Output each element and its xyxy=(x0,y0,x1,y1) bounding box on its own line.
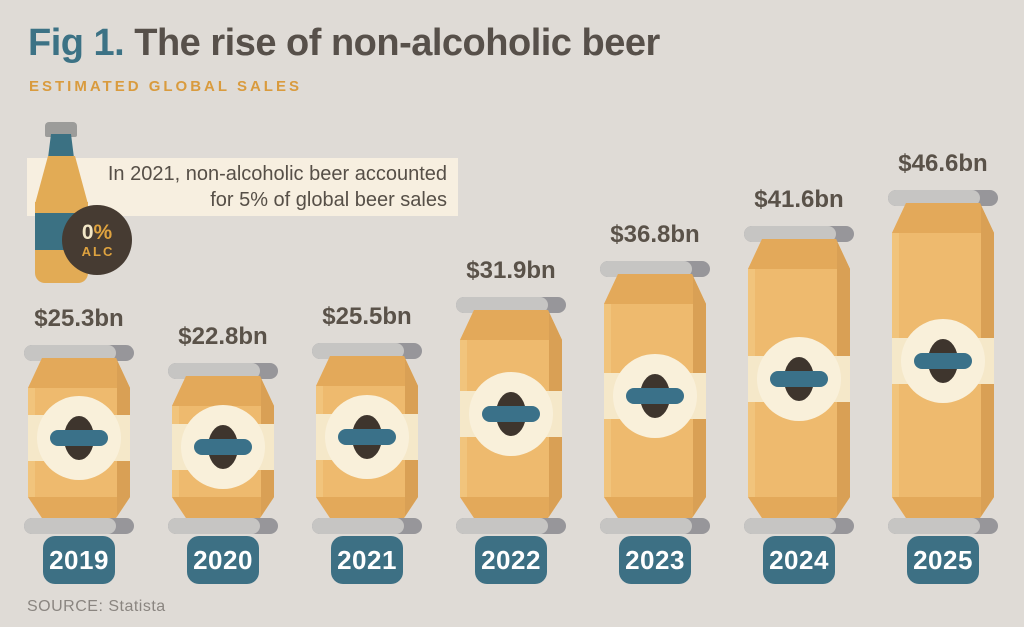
title-text: The rise of non-alcoholic beer xyxy=(134,22,660,64)
can-shade-bottom xyxy=(604,497,706,518)
year-badge: 2024 xyxy=(763,536,835,584)
year-badge: 2022 xyxy=(475,536,547,584)
value-label: $25.3bn xyxy=(34,305,124,332)
value-label: $22.8bn xyxy=(178,323,268,350)
hop-emblem-bar xyxy=(338,429,396,445)
can-shade-top xyxy=(604,274,706,304)
beer-can-column-2019: $25.3bn 2019 xyxy=(9,0,149,627)
hop-emblem-bar xyxy=(482,406,540,422)
can-bottom-lid xyxy=(24,518,134,534)
can-body xyxy=(28,358,130,518)
beer-can-column-2020: $22.8bn 2020 xyxy=(153,0,293,627)
beer-can-column-2024: $41.6bn 2024 xyxy=(729,0,869,627)
hop-emblem-bar xyxy=(914,353,972,369)
can-shade-top xyxy=(28,358,130,388)
can-bottom-lid xyxy=(168,518,278,534)
can-top-lid xyxy=(888,190,998,206)
page-title: Fig 1. The rise of non-alcoholic beer xyxy=(28,22,660,65)
value-label: $25.5bn xyxy=(322,303,412,330)
can-shade-top xyxy=(172,376,274,406)
can-shade-bottom xyxy=(748,497,850,518)
callout-line-2: for 5% of global beer sales xyxy=(210,189,447,211)
hop-emblem-bar xyxy=(626,388,684,404)
can-body xyxy=(748,239,850,518)
hop-emblem-bar xyxy=(194,439,252,455)
can-body xyxy=(460,310,562,518)
year-badge: 2025 xyxy=(907,536,979,584)
value-label: $31.9bn xyxy=(466,257,556,284)
can-top-lid xyxy=(744,226,854,242)
source-attribution: SOURCE: Statista xyxy=(27,598,166,615)
can-body xyxy=(172,376,274,518)
can-bottom-lid xyxy=(456,518,566,534)
can-shade-bottom xyxy=(316,497,418,518)
value-label: $41.6bn xyxy=(754,186,844,213)
can-top-lid xyxy=(168,363,278,379)
can-body xyxy=(892,203,994,518)
can-top-lid xyxy=(24,345,134,361)
zero-percent-text: 0% xyxy=(81,220,113,244)
bottle-neck-foil xyxy=(48,134,74,158)
can-shade-bottom xyxy=(28,497,130,518)
can-bottom-lid xyxy=(600,518,710,534)
value-label: $46.6bn xyxy=(898,150,988,177)
can-shade-top xyxy=(316,356,418,386)
year-badge: 2023 xyxy=(619,536,691,584)
value-label: $36.8bn xyxy=(610,221,700,248)
can-top-lid xyxy=(312,343,422,359)
can-shade-top xyxy=(460,310,562,340)
year-badge: 2021 xyxy=(331,536,403,584)
beer-can-column-2022: $31.9bn 2022 xyxy=(441,0,581,627)
can-body xyxy=(604,274,706,518)
can-shade-bottom xyxy=(892,497,994,518)
callout-line-1: In 2021, non-alcoholic beer accounted xyxy=(107,163,447,185)
can-shade-bottom xyxy=(172,497,274,518)
can-bottom-lid xyxy=(312,518,422,534)
beer-can-column-2023: $36.8bn 2023 xyxy=(585,0,725,627)
beer-can-column-2025: $46.6bn 2025 xyxy=(873,0,1013,627)
alc-text: ALC xyxy=(81,243,115,259)
can-shade-bottom xyxy=(460,497,562,518)
year-badge: 2020 xyxy=(187,536,259,584)
zero-percent-alcohol-badge: 0% ALC xyxy=(62,205,132,275)
year-badge: 2019 xyxy=(43,536,115,584)
beer-can-column-2021: $25.5bn 2021 xyxy=(297,0,437,627)
can-shade-top xyxy=(892,203,994,233)
hop-emblem-bar xyxy=(770,371,828,387)
bottle-cap-icon xyxy=(45,122,77,137)
figure-number: Fig 1. xyxy=(28,22,125,64)
can-bottom-lid xyxy=(744,518,854,534)
can-bottom-lid xyxy=(888,518,998,534)
percent-sign: % xyxy=(93,220,113,244)
can-top-lid xyxy=(600,261,710,277)
can-shade-top xyxy=(748,239,850,269)
hop-emblem-bar xyxy=(50,430,108,446)
can-body xyxy=(316,356,418,518)
can-top-lid xyxy=(456,297,566,313)
chart-subtitle: ESTIMATED GLOBAL SALES xyxy=(29,78,302,95)
